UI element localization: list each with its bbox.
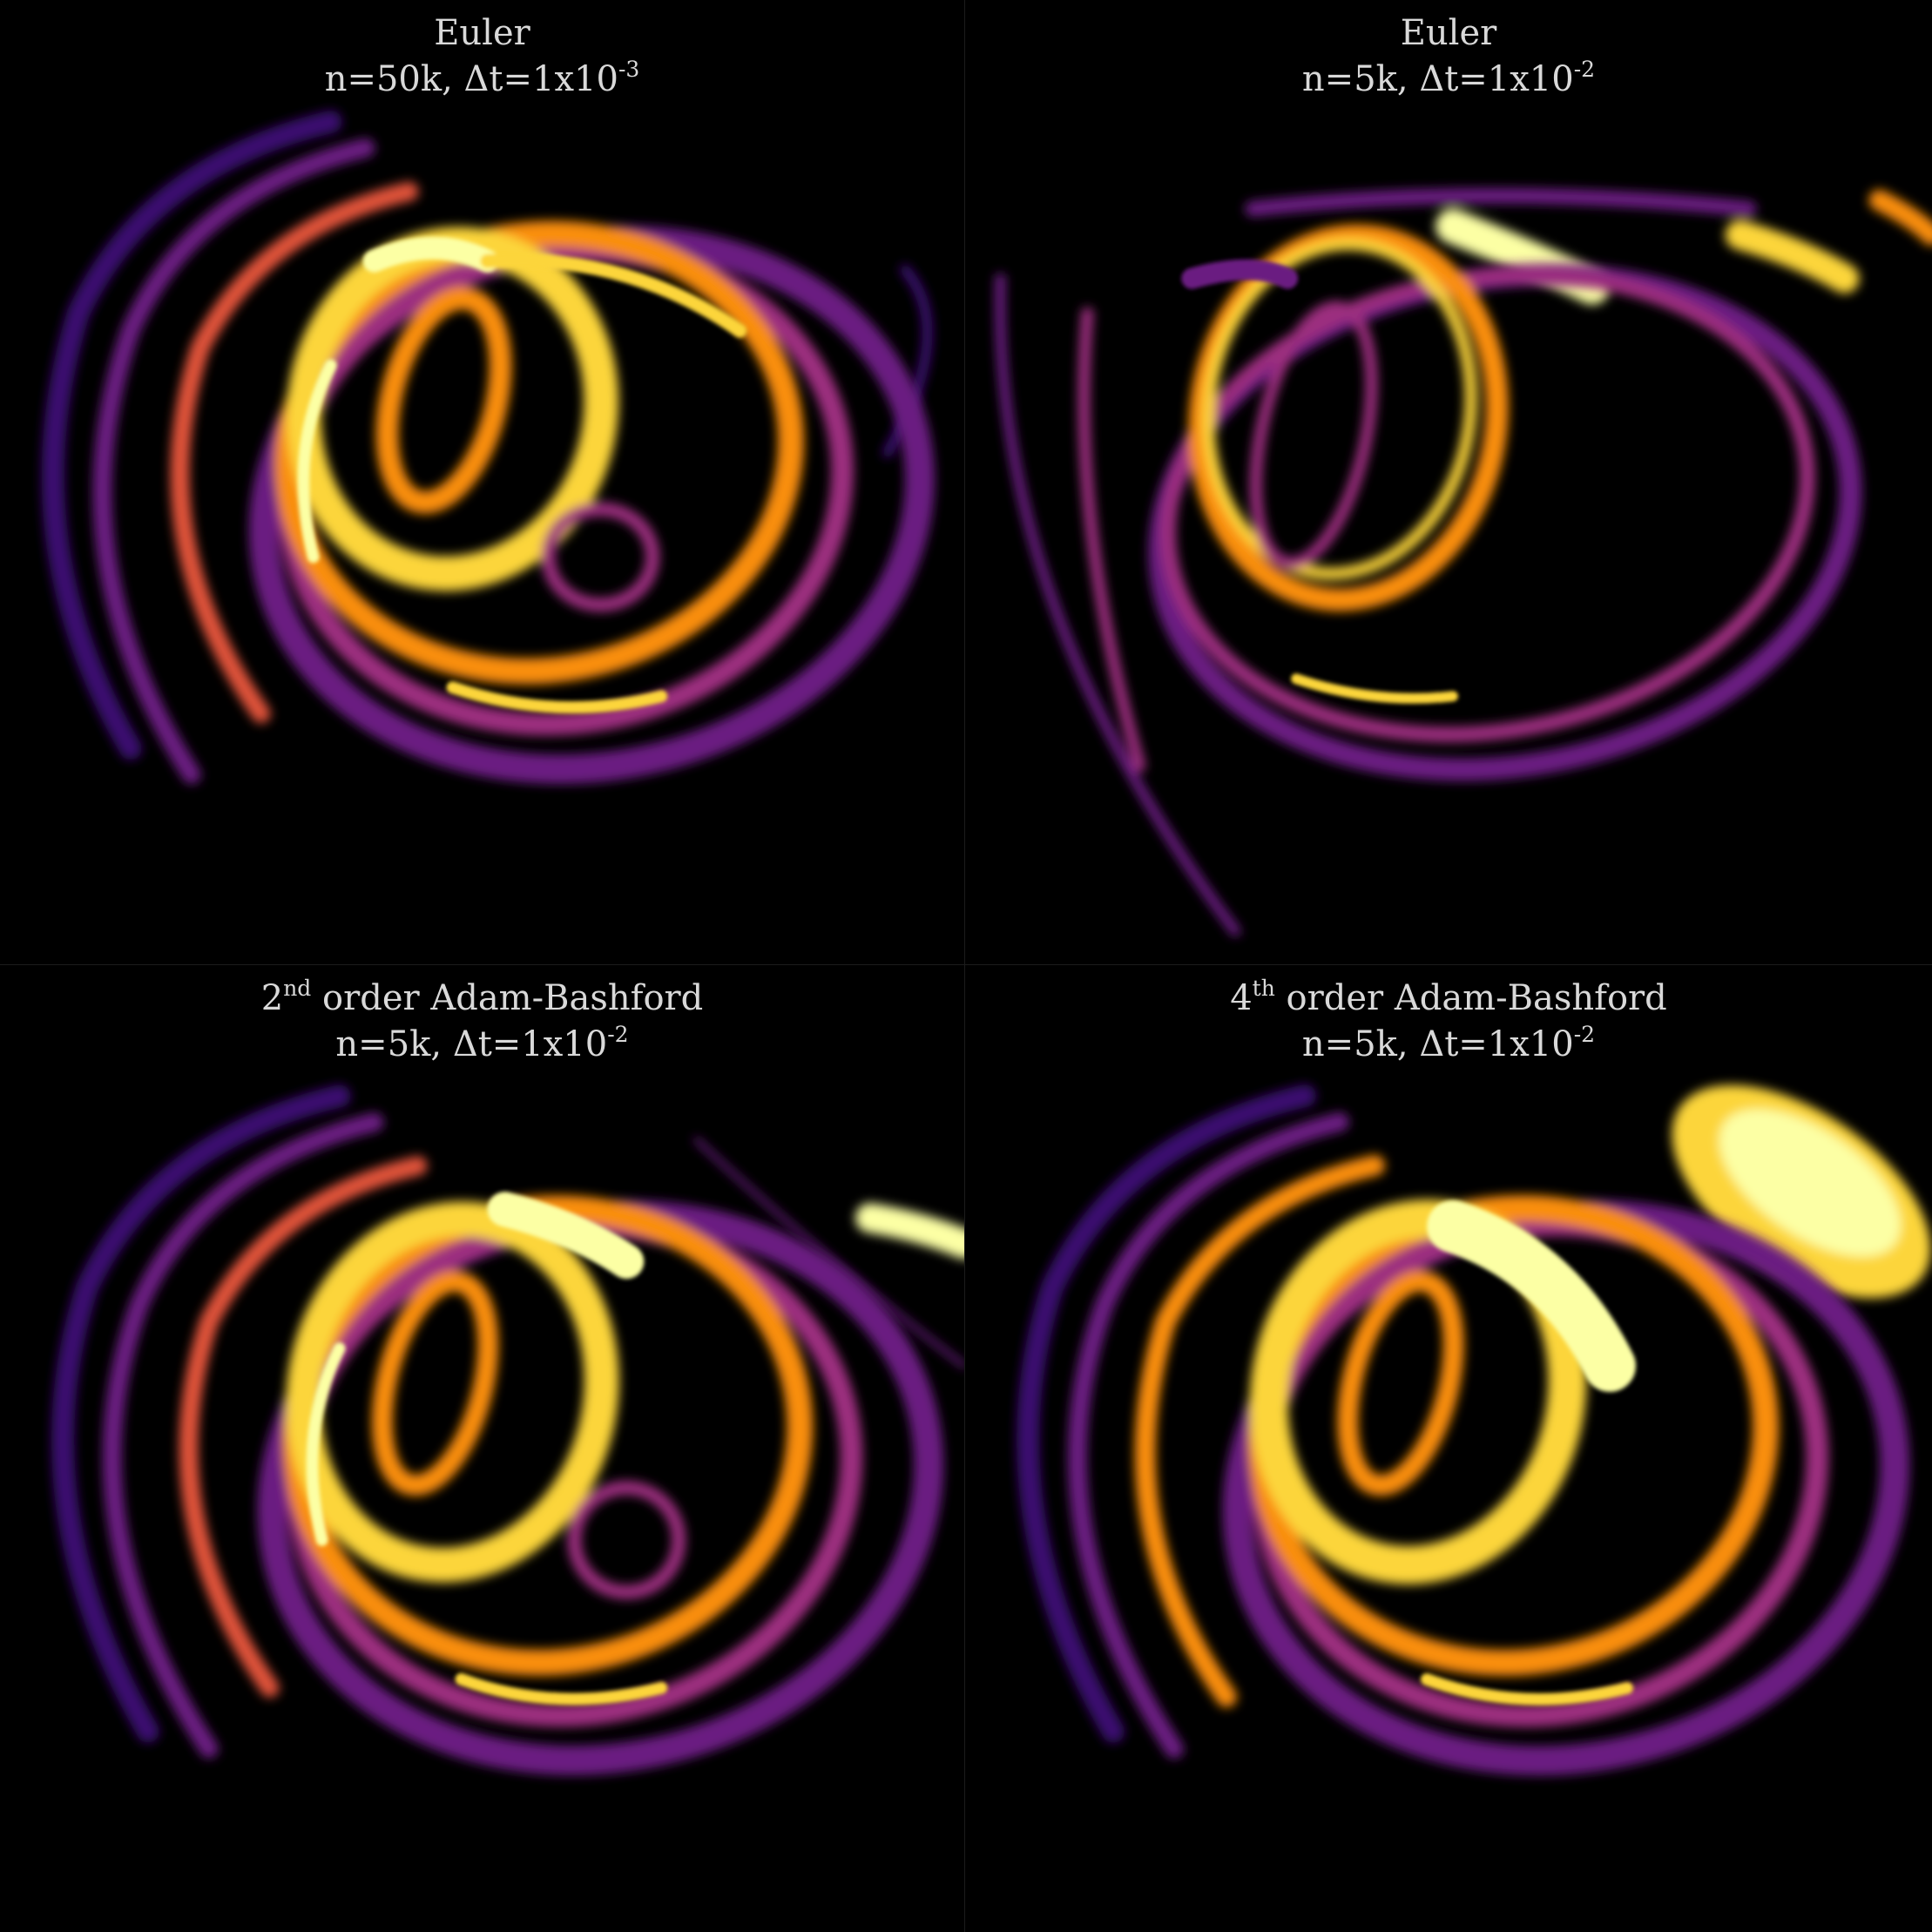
- panel-title: Euler n=5k, Δt=1x10-2: [965, 12, 1932, 105]
- title-method: order Adam-Bashford: [311, 978, 704, 1018]
- title-prefix: 4: [1230, 978, 1253, 1018]
- title-params: n=5k, Δt=1x10: [335, 1024, 608, 1064]
- panel-title: 4th order Adam-Bashford n=5k, Δt=1x10-2: [965, 976, 1932, 1070]
- title-params: n=5k, Δt=1x10: [1301, 1024, 1574, 1064]
- title-exponent: -2: [607, 1022, 629, 1047]
- title-method: order Adam-Bashford: [1274, 978, 1667, 1018]
- panel-euler-50k: Euler n=50k, Δt=1x10-3: [0, 0, 965, 965]
- fractal-image: [1017, 1084, 1931, 1776]
- panel-ab2: 2nd order Adam-Bashford n=5k, Δt=1x10-2: [0, 965, 965, 1932]
- fractal-image: [41, 110, 935, 785]
- title-exponent: -3: [618, 57, 640, 82]
- title-exponent: -2: [1573, 1022, 1596, 1047]
- title-method: Euler: [1400, 13, 1497, 53]
- title-params: n=50k, Δt=1x10: [324, 59, 618, 99]
- title-method: Euler: [434, 13, 530, 53]
- panel-title: 2nd order Adam-Bashford n=5k, Δt=1x10-2: [0, 976, 964, 1070]
- panel-ab4: 4th order Adam-Bashford n=5k, Δt=1x10-2: [965, 965, 1932, 1932]
- panel-euler-5k: Euler n=5k, Δt=1x10-2: [965, 0, 1932, 965]
- title-prefix: 2: [260, 978, 284, 1018]
- panel-title: Euler n=50k, Δt=1x10-3: [0, 12, 964, 105]
- fractal-image: [51, 1084, 964, 1776]
- title-params: n=5k, Δt=1x10: [1301, 59, 1574, 99]
- fractal-image: [995, 187, 1932, 937]
- title-prefix-sup: th: [1252, 976, 1275, 1001]
- title-exponent: -2: [1573, 57, 1596, 82]
- title-prefix-sup: nd: [283, 976, 312, 1001]
